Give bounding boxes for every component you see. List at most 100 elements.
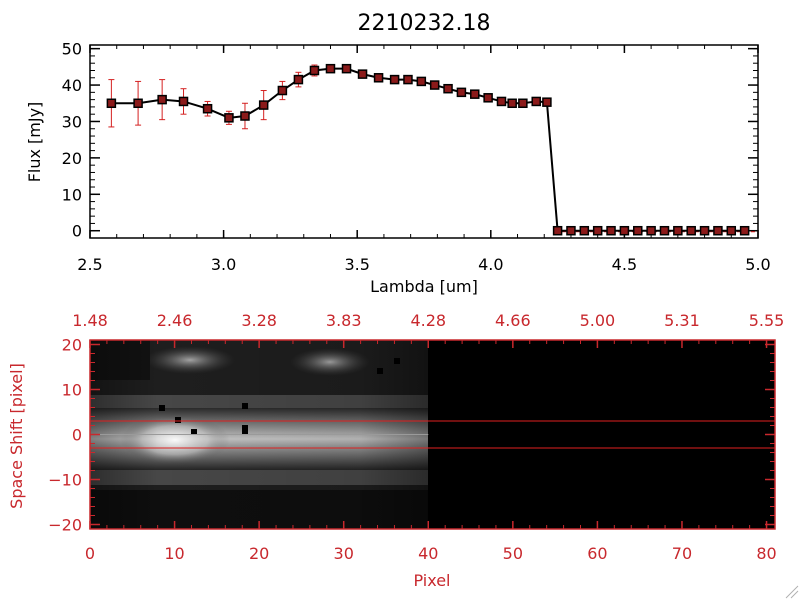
data-point-marker	[293, 74, 304, 85]
image-x-tick-label: 50	[503, 544, 523, 563]
data-point-marker	[224, 113, 234, 123]
top-x-axis-label: Lambda [um]	[370, 277, 478, 296]
image-top-tick-label: 1.48	[72, 311, 108, 330]
top-y-tick-label: 20	[62, 149, 82, 168]
data-point-marker	[240, 111, 250, 121]
image-dark-speck	[242, 403, 248, 409]
image-y-tick-label: 10	[62, 381, 82, 400]
data-point-marker	[699, 225, 710, 236]
image-top-tick-label: 4.66	[495, 311, 531, 330]
image-top-tick-label: 2.46	[157, 311, 193, 330]
top-x-tick-label: 5.0	[745, 255, 770, 274]
image-dark-speck	[159, 405, 165, 411]
data-point-marker	[518, 98, 528, 109]
top-y-tick-label: 40	[62, 76, 82, 95]
top-y-tick-label: 30	[62, 112, 82, 131]
image-y-tick-label: −10	[48, 471, 82, 490]
data-point-marker	[739, 225, 750, 236]
data-point-marker	[325, 63, 336, 74]
data-point-marker	[579, 225, 590, 236]
data-point-marker	[277, 85, 288, 96]
data-point-marker	[357, 69, 368, 79]
data-point-marker	[552, 225, 563, 236]
image-top-tick-label: 5.00	[580, 311, 616, 330]
image-x-tick-label: 80	[756, 544, 776, 563]
data-point-marker	[341, 63, 352, 74]
top-plot-area: 2.5 3.0 3.5 4.0 4.5 5.0 0 10 20 30 40 50	[62, 40, 771, 274]
image-top-tick-label: 5.55	[749, 311, 785, 330]
data-point-marker	[673, 225, 683, 236]
data-point-marker	[659, 225, 670, 236]
data-point-marker	[686, 225, 696, 236]
data-point-marker	[389, 74, 400, 85]
spectrum-image: 0 10 20 30 40 50 60 70 80 1.48 2.46 3.28 3.83 4.28 4.…	[48, 311, 784, 563]
top-x-tick-label: 3.0	[211, 255, 236, 274]
image-y-tick-label: 0	[72, 426, 82, 445]
image-x-tick-label: 0	[85, 544, 95, 563]
top-y-tick-label: 10	[62, 185, 82, 204]
image-dark-speck	[191, 429, 197, 435]
image-x-tick-label: 60	[587, 544, 607, 563]
data-point-marker	[178, 96, 189, 107]
image-y-axis-label: Space Shift [pixel]	[7, 363, 26, 509]
image-dark-speck	[175, 417, 181, 423]
image-x-axis-label: Pixel	[413, 571, 450, 590]
data-point-marker	[619, 225, 630, 236]
image-dark-speck	[394, 358, 400, 364]
data-point-marker	[726, 225, 737, 236]
data-point-marker	[592, 225, 603, 236]
data-point-marker	[443, 83, 453, 94]
top-x-ticks: 2.5 3.0 3.5 4.0 4.5 5.0	[77, 45, 771, 274]
data-point-marker	[202, 103, 213, 114]
slit-lines	[90, 420, 775, 449]
data-point-marker	[403, 74, 413, 85]
data-point-marker	[373, 73, 384, 83]
data-point-marker	[470, 89, 480, 99]
top-plot-frame	[89, 44, 759, 239]
flux-series-line	[111, 67, 745, 232]
image-x-tick-label: 20	[249, 544, 269, 563]
top-y-tick-label: 50	[62, 40, 82, 59]
data-point-marker	[606, 225, 616, 236]
image-top-tick-label: 3.28	[241, 311, 277, 330]
image-y-tick-label: 20	[62, 336, 82, 355]
image-y-tick-label: −20	[48, 516, 82, 535]
chart-title: 2210232.18	[358, 11, 491, 36]
data-point-marker	[633, 225, 643, 236]
data-point-marker	[106, 98, 117, 109]
data-point-marker	[416, 76, 427, 87]
data-point-marker	[309, 65, 320, 76]
image-x-ticks: 0 10 20 30 40 50 60 70 80	[85, 521, 777, 563]
data-point-marker	[133, 98, 143, 109]
top-x-tick-label: 2.5	[77, 255, 102, 274]
image-x-tick-label: 40	[418, 544, 438, 563]
image-top-tick-label: 5.31	[664, 311, 700, 330]
image-y-ticks: −20 −10 0 10 20	[48, 336, 775, 535]
resize-grip-icon[interactable]	[785, 585, 799, 599]
top-x-tick-label: 4.5	[612, 255, 637, 274]
data-point-marker	[507, 98, 517, 109]
data-point-marker	[646, 225, 656, 236]
top-y-tick-label: 0	[72, 222, 82, 241]
data-point-marker	[258, 100, 269, 110]
image-x-tick-label: 30	[334, 544, 354, 563]
data-point-marker	[157, 94, 167, 105]
image-top-tick-label: 3.83	[326, 311, 362, 330]
data-point-marker	[483, 93, 493, 103]
image-top-tick-label: 4.28	[410, 311, 446, 330]
data-point-marker	[456, 87, 467, 98]
data-point-marker	[531, 96, 541, 107]
top-x-tick-label: 3.5	[344, 255, 369, 274]
top-y-axis-label: Flux [mJy]	[25, 102, 44, 183]
top-x-tick-label: 4.0	[478, 255, 503, 274]
image-x-tick-label: 10	[164, 544, 184, 563]
data-point-marker	[542, 97, 552, 107]
image-dark-speck	[242, 425, 248, 435]
image-dark-speck	[377, 368, 383, 374]
data-point-marker	[496, 96, 507, 107]
top-y-ticks: 0 10 20 30 40 50	[62, 40, 758, 241]
data-point-marker	[429, 80, 440, 90]
data-point-marker	[566, 225, 576, 236]
image-x-tick-label: 70	[672, 544, 692, 563]
